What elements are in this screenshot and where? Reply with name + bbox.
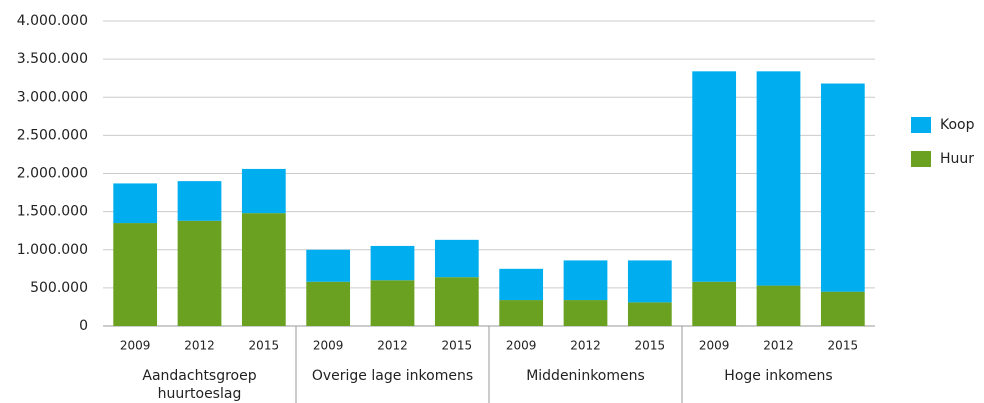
bar-segment — [113, 183, 158, 224]
x-tick-label: 2015 — [249, 339, 280, 353]
bar-segment — [756, 71, 801, 286]
bar-segment — [370, 245, 415, 281]
y-tick-label: 3.500.000 — [17, 51, 88, 67]
bar-segment — [370, 280, 415, 326]
x-tick-label: 2012 — [570, 339, 601, 353]
bar-segment — [627, 260, 672, 303]
x-tick-label: 2015 — [442, 339, 473, 353]
y-tick-label: 2.000.000 — [17, 166, 88, 182]
bar-segment — [241, 213, 286, 326]
bar-segment — [177, 220, 222, 326]
bar-segment — [692, 281, 737, 326]
legend-label: Koop — [940, 117, 975, 133]
bar-segment — [627, 302, 672, 326]
y-tick-label: 1.000.000 — [17, 242, 88, 258]
legend-swatch — [911, 117, 931, 133]
group-label: Aandachtsgroep huurtoeslag — [142, 368, 257, 402]
bar-segment — [756, 285, 801, 326]
bar-segment — [563, 260, 608, 301]
bar-segment — [820, 291, 865, 326]
bar-segment — [434, 239, 479, 278]
y-tick-label: 3.000.000 — [17, 89, 88, 105]
y-tick-label: 1.500.000 — [17, 204, 88, 220]
bar-segment — [563, 300, 608, 326]
y-tick-label: 4.000.000 — [17, 13, 88, 29]
x-tick-label: 2009 — [699, 339, 730, 353]
bar-segment — [434, 277, 479, 326]
group-label: Hoge inkomens — [724, 368, 833, 384]
y-tick-label: 0 — [79, 318, 88, 334]
bar-segment — [499, 268, 544, 301]
bar-segment — [499, 300, 544, 326]
legend-swatch — [911, 151, 931, 167]
bar-segment — [113, 223, 158, 326]
bar-segment — [692, 71, 737, 282]
y-tick-label: 2.500.000 — [17, 127, 88, 143]
bar-segment — [820, 83, 865, 292]
bar-segment — [241, 168, 286, 214]
x-tick-label: 2012 — [184, 339, 215, 353]
x-tick-label: 2015 — [635, 339, 666, 353]
x-tick-label: 2009 — [120, 339, 151, 353]
x-tick-label: 2009 — [313, 339, 344, 353]
group-label: Overige lage inkomens — [311, 368, 474, 384]
x-tick-label: 2009 — [506, 339, 537, 353]
x-tick-label: 2015 — [828, 339, 859, 353]
legend-label: Huur — [940, 151, 974, 167]
bar-segment — [177, 181, 222, 221]
x-tick-label: 2012 — [377, 339, 408, 353]
bar-segment — [306, 281, 351, 326]
y-tick-label: 500.000 — [30, 280, 88, 296]
group-label: Middeninkomens — [526, 368, 645, 384]
x-tick-label: 2012 — [763, 339, 794, 353]
bar-segment — [306, 249, 351, 282]
